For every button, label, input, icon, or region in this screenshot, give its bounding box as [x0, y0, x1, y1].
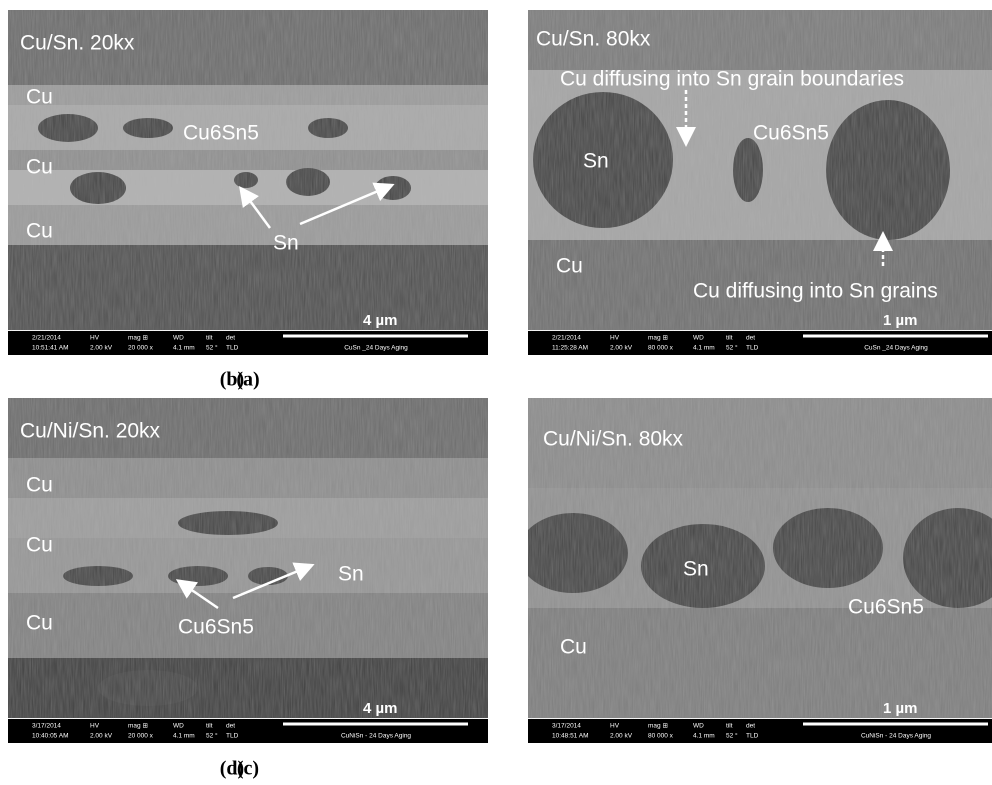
info-value: TLD: [746, 345, 759, 352]
info-value: 80 000 x: [648, 345, 674, 352]
figure: Cu/Sn. 20kx Cu Cu6Sn5 Cu Cu Sn 4 µm 2/21/2014 10…: [0, 0, 992, 785]
panel-title: Cu/Ni/Sn. 80kx: [543, 428, 684, 451]
panel-caption: (b): [220, 369, 244, 391]
info-value: 11:25:28 AM: [552, 345, 588, 352]
scale-label: 4 µm: [363, 312, 398, 329]
annotation: Cu6Sn5: [753, 122, 829, 145]
annotation: Cu: [26, 612, 53, 635]
info-value: TLD: [226, 733, 239, 740]
info-label: mag ⊞: [128, 335, 148, 342]
info-note: CuNiSn - 24 Days Aging: [861, 733, 931, 740]
info-value: 10:40:05 AM: [32, 733, 69, 740]
panel: Cu/Sn. 80kx Cu diffusing into Sn grain bo…: [528, 10, 992, 355]
annotation: Cu: [26, 534, 53, 557]
info-label: 2/21/2014: [32, 335, 61, 342]
info-value: 80 000 x: [648, 733, 674, 740]
info-label: WD: [693, 723, 704, 730]
info-value: 20 000 x: [128, 733, 154, 740]
info-value: 10:48:51 AM: [552, 733, 589, 740]
info-value: 52 °: [726, 732, 738, 740]
scale-label: 1 µm: [883, 700, 918, 717]
info-label: det: [746, 335, 755, 342]
info-value: 52 °: [726, 344, 738, 352]
info-label: tilt: [726, 335, 733, 342]
info-label: det: [746, 723, 755, 730]
info-label: det: [226, 335, 235, 342]
texture: [8, 10, 488, 331]
annotation: Cu6Sn5: [183, 122, 259, 145]
info-label: WD: [693, 335, 704, 342]
info-value: TLD: [226, 345, 239, 352]
info-label: HV: [90, 335, 100, 342]
panel-title: Cu/Sn. 80kx: [536, 28, 651, 51]
info-value: 52 °: [206, 732, 218, 740]
scale-label: 1 µm: [883, 312, 918, 329]
info-value: 4.1 mm: [173, 345, 195, 352]
info-value: 2.00 kV: [610, 345, 633, 352]
info-value: 4.1 mm: [693, 733, 715, 740]
panel: Cu/Ni/Sn. 20kx Cu Cu Cu Sn Cu6Sn5 4 µm 3/17/201…: [8, 398, 488, 743]
info-value: 4.1 mm: [693, 345, 715, 352]
info-label: 3/17/2014: [32, 723, 61, 730]
panel-title: Cu/Sn. 20kx: [20, 32, 135, 55]
info-label: mag ⊞: [648, 335, 668, 342]
annotation: Cu: [26, 156, 53, 179]
info-label: mag ⊞: [128, 723, 148, 730]
info-note: CuSn _24 Days Aging: [864, 345, 928, 352]
annotation: Sn: [683, 558, 709, 581]
annotation: Cu6Sn5: [178, 616, 254, 639]
panel: Cu/Ni/Sn. 80kx Sn Cu6Sn5 Cu 1 µm 3/17/2014 10:…: [518, 398, 992, 743]
info-label: HV: [90, 723, 100, 730]
annotation: Cu diffusing into Sn grain boundaries: [560, 68, 904, 91]
panel-title: Cu/Ni/Sn. 20kx: [20, 420, 161, 443]
info-label: tilt: [206, 723, 213, 730]
panel-caption: (d): [220, 758, 244, 780]
annotation: Cu: [26, 474, 53, 497]
annotation: Cu: [556, 255, 583, 278]
info-label: WD: [173, 723, 184, 730]
info-label: tilt: [206, 335, 213, 342]
info-note: CuNiSn - 24 Days Aging: [341, 733, 411, 740]
annotation: Cu diffusing into Sn grains: [693, 280, 938, 303]
info-note: CuSn _24 Days Aging: [344, 345, 408, 352]
info-value: 20 000 x: [128, 345, 154, 352]
info-value: 10:51:41 AM: [32, 345, 69, 352]
info-label: HV: [610, 335, 620, 342]
annotation: Sn: [273, 232, 299, 255]
texture: [8, 398, 488, 719]
info-label: HV: [610, 723, 620, 730]
annotation: Sn: [583, 150, 609, 173]
annotation: Sn: [338, 563, 364, 586]
info-value: 2.00 kV: [610, 733, 633, 740]
info-value: TLD: [746, 733, 759, 740]
info-label: 2/21/2014: [552, 335, 581, 342]
annotation: Cu6Sn5: [848, 596, 924, 619]
info-label: mag ⊞: [648, 723, 668, 730]
info-label: tilt: [726, 723, 733, 730]
info-value: 4.1 mm: [173, 733, 195, 740]
info-label: 3/17/2014: [552, 723, 581, 730]
scale-label: 4 µm: [363, 700, 398, 717]
panel: Cu/Sn. 20kx Cu Cu6Sn5 Cu Cu Sn 4 µm 2/21/2014 10…: [8, 10, 488, 355]
info-value: 2.00 kV: [90, 733, 113, 740]
info-label: det: [226, 723, 235, 730]
annotation: Cu: [560, 636, 587, 659]
info-value: 52 °: [206, 344, 218, 352]
info-value: 2.00 kV: [90, 345, 113, 352]
annotation: Cu: [26, 86, 53, 109]
annotation: Cu: [26, 220, 53, 243]
info-label: WD: [173, 335, 184, 342]
